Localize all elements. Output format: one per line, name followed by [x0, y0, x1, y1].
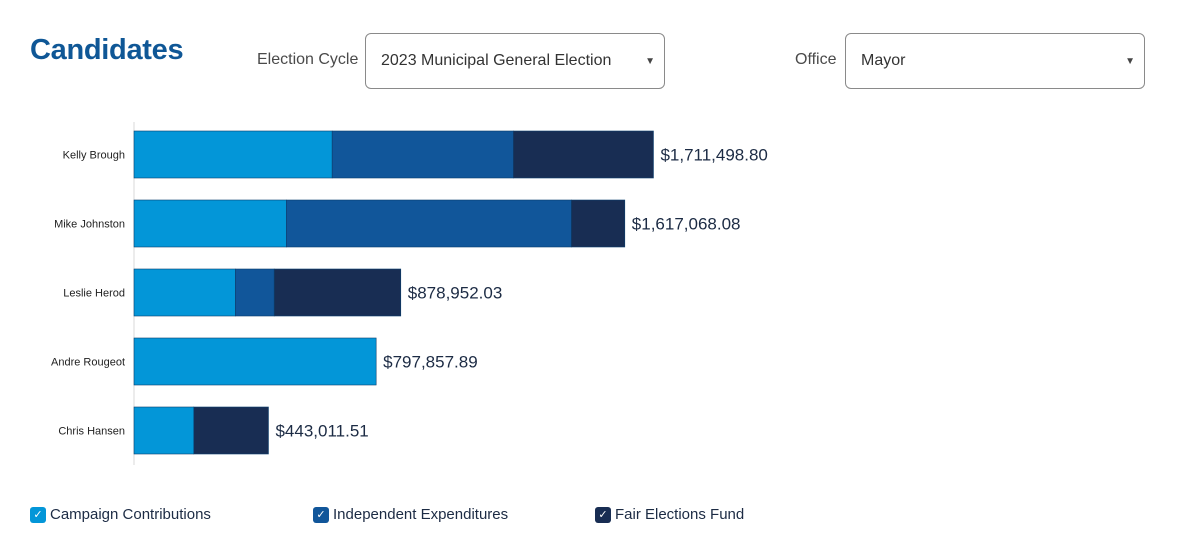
- office-value: Mayor: [861, 52, 906, 69]
- checkbox-checked-icon[interactable]: ✓: [313, 507, 329, 523]
- category-label: Mike Johnston: [54, 219, 125, 231]
- total-label: $1,617,068.08: [632, 215, 741, 234]
- election-cycle-select[interactable]: 2023 Municipal General Election ▼: [365, 33, 665, 89]
- chevron-down-icon: ▼: [645, 56, 655, 67]
- legend-item-campaign-contributions[interactable]: ✓ Campaign Contributions: [30, 504, 211, 524]
- bar-segment: [133, 337, 377, 386]
- bar-segment: [571, 199, 626, 248]
- bar-segment: [331, 130, 514, 179]
- stacked-bar-chart: Kelly Brough $1,711,498.80 Mike Johnston $1…: [51, 122, 768, 465]
- bar-segment: [286, 199, 572, 248]
- page-title: Candidates: [30, 34, 184, 66]
- category-label: Andre Rougeot: [51, 357, 125, 369]
- total-label: $878,952.03: [408, 284, 503, 303]
- total-label: $797,857.89: [383, 353, 478, 372]
- bar-segment: [513, 130, 654, 179]
- checkbox-checked-icon[interactable]: ✓: [595, 507, 611, 523]
- legend-label: Fair Elections Fund: [615, 505, 745, 523]
- office-label: Office: [795, 51, 837, 68]
- total-label: $1,711,498.80: [660, 146, 767, 165]
- category-label: Leslie Herod: [63, 288, 125, 300]
- legend-label: Campaign Contributions: [50, 505, 211, 523]
- bar-segment: [235, 268, 275, 317]
- bar-segment: [193, 406, 269, 455]
- bar-segment: [273, 268, 402, 317]
- bar-segment: [133, 130, 333, 179]
- category-label: Kelly Brough: [63, 150, 125, 162]
- office-select[interactable]: Mayor ▼: [845, 33, 1145, 89]
- election-cycle-label: Election Cycle: [257, 51, 359, 68]
- legend-item-independent-expenditures[interactable]: ✓ Independent Expenditures: [313, 504, 508, 524]
- total-label: $443,011.51: [275, 422, 368, 441]
- bar-segment: [133, 406, 195, 455]
- legend-label: Independent Expenditures: [333, 505, 509, 523]
- bar-segment: [133, 199, 287, 248]
- category-label: Chris Hansen: [58, 426, 125, 438]
- election-cycle-value: 2023 Municipal General Election: [381, 52, 612, 69]
- bar-segment: [133, 268, 236, 317]
- legend-item-fair-elections-fund[interactable]: ✓ Fair Elections Fund: [595, 504, 744, 524]
- checkbox-checked-icon[interactable]: ✓: [30, 507, 46, 523]
- chevron-down-icon: ▼: [1125, 56, 1135, 67]
